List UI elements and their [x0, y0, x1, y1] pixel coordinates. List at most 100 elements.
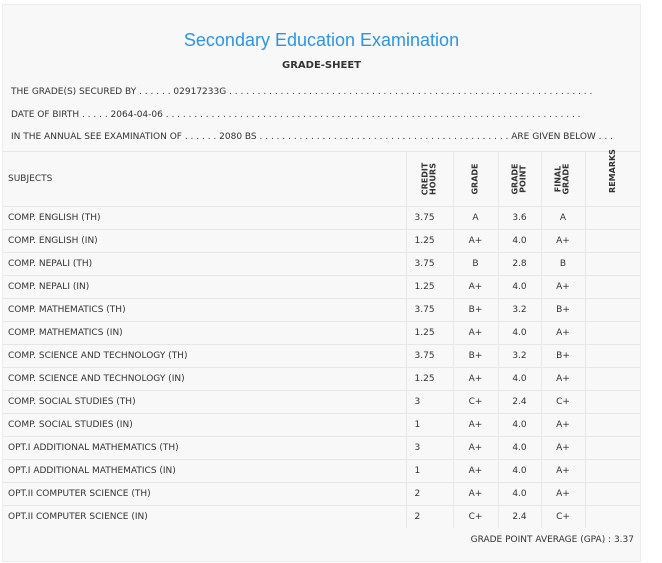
header-grade: GRADE	[452, 151, 498, 207]
credit-hours-cell: 1.25	[405, 367, 453, 391]
header-final-grade: FINAL GRADE	[540, 151, 585, 207]
subject-cell: COMP. MATHEMATICS (TH)	[3, 298, 406, 322]
credit-hours-cell: 3.75	[405, 344, 453, 368]
subject-cell: OPT.I ADDITIONAL MATHEMATICS (IN)	[3, 459, 406, 483]
grade-point-cell: 4.0	[497, 321, 541, 345]
grade-cell: C+	[452, 390, 498, 414]
final-grade-cell: A+	[540, 229, 585, 253]
subject-cell: OPT.I ADDITIONAL MATHEMATICS (TH)	[3, 436, 406, 460]
credit-hours-cell: 3.75	[405, 298, 453, 322]
table-row: COMP. SCIENCE AND TECHNOLOGY (IN) 1.25 A+ 4…	[3, 367, 640, 391]
grade-cell: A+	[452, 275, 498, 299]
subject-cell: COMP. SOCIAL STUDIES (TH)	[3, 390, 406, 414]
grade-sheet-card: Secondary Education Examination GRADE-SH…	[2, 4, 641, 562]
grade-point-cell: 3.2	[497, 344, 541, 368]
remarks-cell	[584, 298, 640, 322]
grade-point-cell: 4.0	[497, 482, 541, 506]
credit-hours-cell: 1.25	[405, 321, 453, 345]
remarks-cell	[584, 275, 640, 299]
credit-hours-cell: 1.25	[405, 229, 453, 253]
remarks-cell	[584, 344, 640, 368]
subject-cell: OPT.II COMPUTER SCIENCE (IN)	[3, 505, 406, 528]
grade-cell: A+	[452, 321, 498, 345]
remarks-cell	[584, 390, 640, 414]
gpa-summary: GRADE POINT AVERAGE (GPA) : 3.37	[470, 535, 634, 545]
subject-cell: OPT.II COMPUTER SCIENCE (TH)	[3, 482, 406, 506]
header-grade-text: GRADE	[470, 163, 480, 195]
grade-point-cell: 2.4	[497, 390, 541, 414]
table-row: OPT.I ADDITIONAL MATHEMATICS (TH) 3 A+ 4.0 A…	[3, 436, 640, 460]
grade-cell: A+	[452, 229, 498, 253]
subject-cell: COMP. MATHEMATICS (IN)	[3, 321, 406, 345]
grade-cell: A+	[452, 436, 498, 460]
final-grade-cell: A+	[540, 413, 585, 437]
credit-hours-cell: 3.75	[405, 206, 453, 230]
credit-hours-cell: 1	[405, 459, 453, 483]
table-row: COMP. NEPALI (IN) 1.25 A+ 4.0 A+	[3, 275, 640, 299]
final-grade-cell: A+	[540, 367, 585, 391]
subject-cell: COMP. SCIENCE AND TECHNOLOGY (TH)	[3, 344, 406, 368]
final-grade-cell: B+	[540, 344, 585, 368]
table-row: COMP. SOCIAL STUDIES (TH) 3 C+ 2.4 C+	[3, 390, 640, 414]
credit-hours-cell: 3.75	[405, 252, 453, 276]
final-grade-cell: C+	[540, 505, 585, 528]
header-hours-text: HOURS	[428, 162, 438, 195]
grade-cell: A+	[452, 459, 498, 483]
grade-point-cell: 4.0	[497, 229, 541, 253]
grade-point-cell: 2.4	[497, 505, 541, 528]
grade-point-cell: 4.0	[497, 275, 541, 299]
grade-point-cell: 4.0	[497, 413, 541, 437]
table-row: COMP. NEPALI (TH) 3.75 B 2.8 B	[3, 252, 640, 276]
remarks-cell	[584, 413, 640, 437]
grade-cell: A+	[452, 413, 498, 437]
table-row: COMP. SCIENCE AND TECHNOLOGY (TH) 3.75 B+ 3…	[3, 344, 640, 368]
grade-cell: B+	[452, 298, 498, 322]
remarks-cell	[584, 229, 640, 253]
table-row: OPT.II COMPUTER SCIENCE (TH) 2 A+ 4.0 A+	[3, 482, 640, 506]
final-grade-cell: A+	[540, 436, 585, 460]
remarks-cell	[584, 505, 640, 528]
table-row: OPT.I ADDITIONAL MATHEMATICS (IN) 1 A+ 4.0 A…	[3, 459, 640, 483]
final-grade-cell: A	[540, 206, 585, 230]
credit-hours-cell: 2	[405, 482, 453, 506]
final-grade-cell: A+	[540, 482, 585, 506]
subject-cell: COMP. NEPALI (IN)	[3, 275, 406, 299]
header-subjects: SUBJECTS	[3, 151, 406, 207]
table-row: OPT.II COMPUTER SCIENCE (IN) 2 C+ 2.4 C+	[3, 505, 640, 528]
header-gp-text2: POINT	[518, 164, 528, 193]
table-row: COMP. MATHEMATICS (TH) 3.75 B+ 3.2 B+	[3, 298, 640, 322]
remarks-cell	[584, 367, 640, 391]
header-remarks: REMARKS	[584, 149, 640, 207]
exam-line: IN THE ANNUAL SEE EXAMINATION OF . . . .…	[11, 132, 613, 142]
remarks-cell	[584, 436, 640, 460]
table-header-row: SUBJECTS CREDIT HOURS GRADE GRADE POINT FI…	[3, 149, 640, 207]
grades-table: SUBJECTS CREDIT HOURS GRADE GRADE POINT FI…	[3, 149, 640, 528]
grade-cell: A+	[452, 482, 498, 506]
grade-cell: C+	[452, 505, 498, 528]
remarks-cell	[584, 206, 640, 230]
credit-hours-cell: 3	[405, 390, 453, 414]
table-row: COMP. MATHEMATICS (IN) 1.25 A+ 4.0 A+	[3, 321, 640, 345]
final-grade-cell: A+	[540, 321, 585, 345]
header-fg-text2: GRADE	[562, 162, 571, 195]
header-remarks-text: REMARKS	[607, 149, 617, 193]
final-grade-cell: B+	[540, 298, 585, 322]
grade-sheet-subtitle: GRADE-SHEET	[282, 60, 361, 71]
header-grade-point: GRADE POINT	[497, 151, 541, 207]
grade-cell: A	[452, 206, 498, 230]
secured-by-line: THE GRADE(S) SECURED BY . . . . . . 0291…	[11, 87, 593, 97]
grade-point-cell: 2.8	[497, 252, 541, 276]
remarks-cell	[584, 459, 640, 483]
subject-cell: COMP. ENGLISH (IN)	[3, 229, 406, 253]
grade-point-cell: 3.6	[497, 206, 541, 230]
grade-point-cell: 4.0	[497, 367, 541, 391]
subject-cell: COMP. NEPALI (TH)	[3, 252, 406, 276]
remarks-cell	[584, 482, 640, 506]
credit-hours-cell: 1	[405, 413, 453, 437]
grade-cell: A+	[452, 367, 498, 391]
remarks-cell	[584, 321, 640, 345]
grade-point-cell: 3.2	[497, 298, 541, 322]
grade-cell: B+	[452, 344, 498, 368]
subject-cell: COMP. SOCIAL STUDIES (IN)	[3, 413, 406, 437]
table-row: COMP. ENGLISH (IN) 1.25 A+ 4.0 A+	[3, 229, 640, 253]
